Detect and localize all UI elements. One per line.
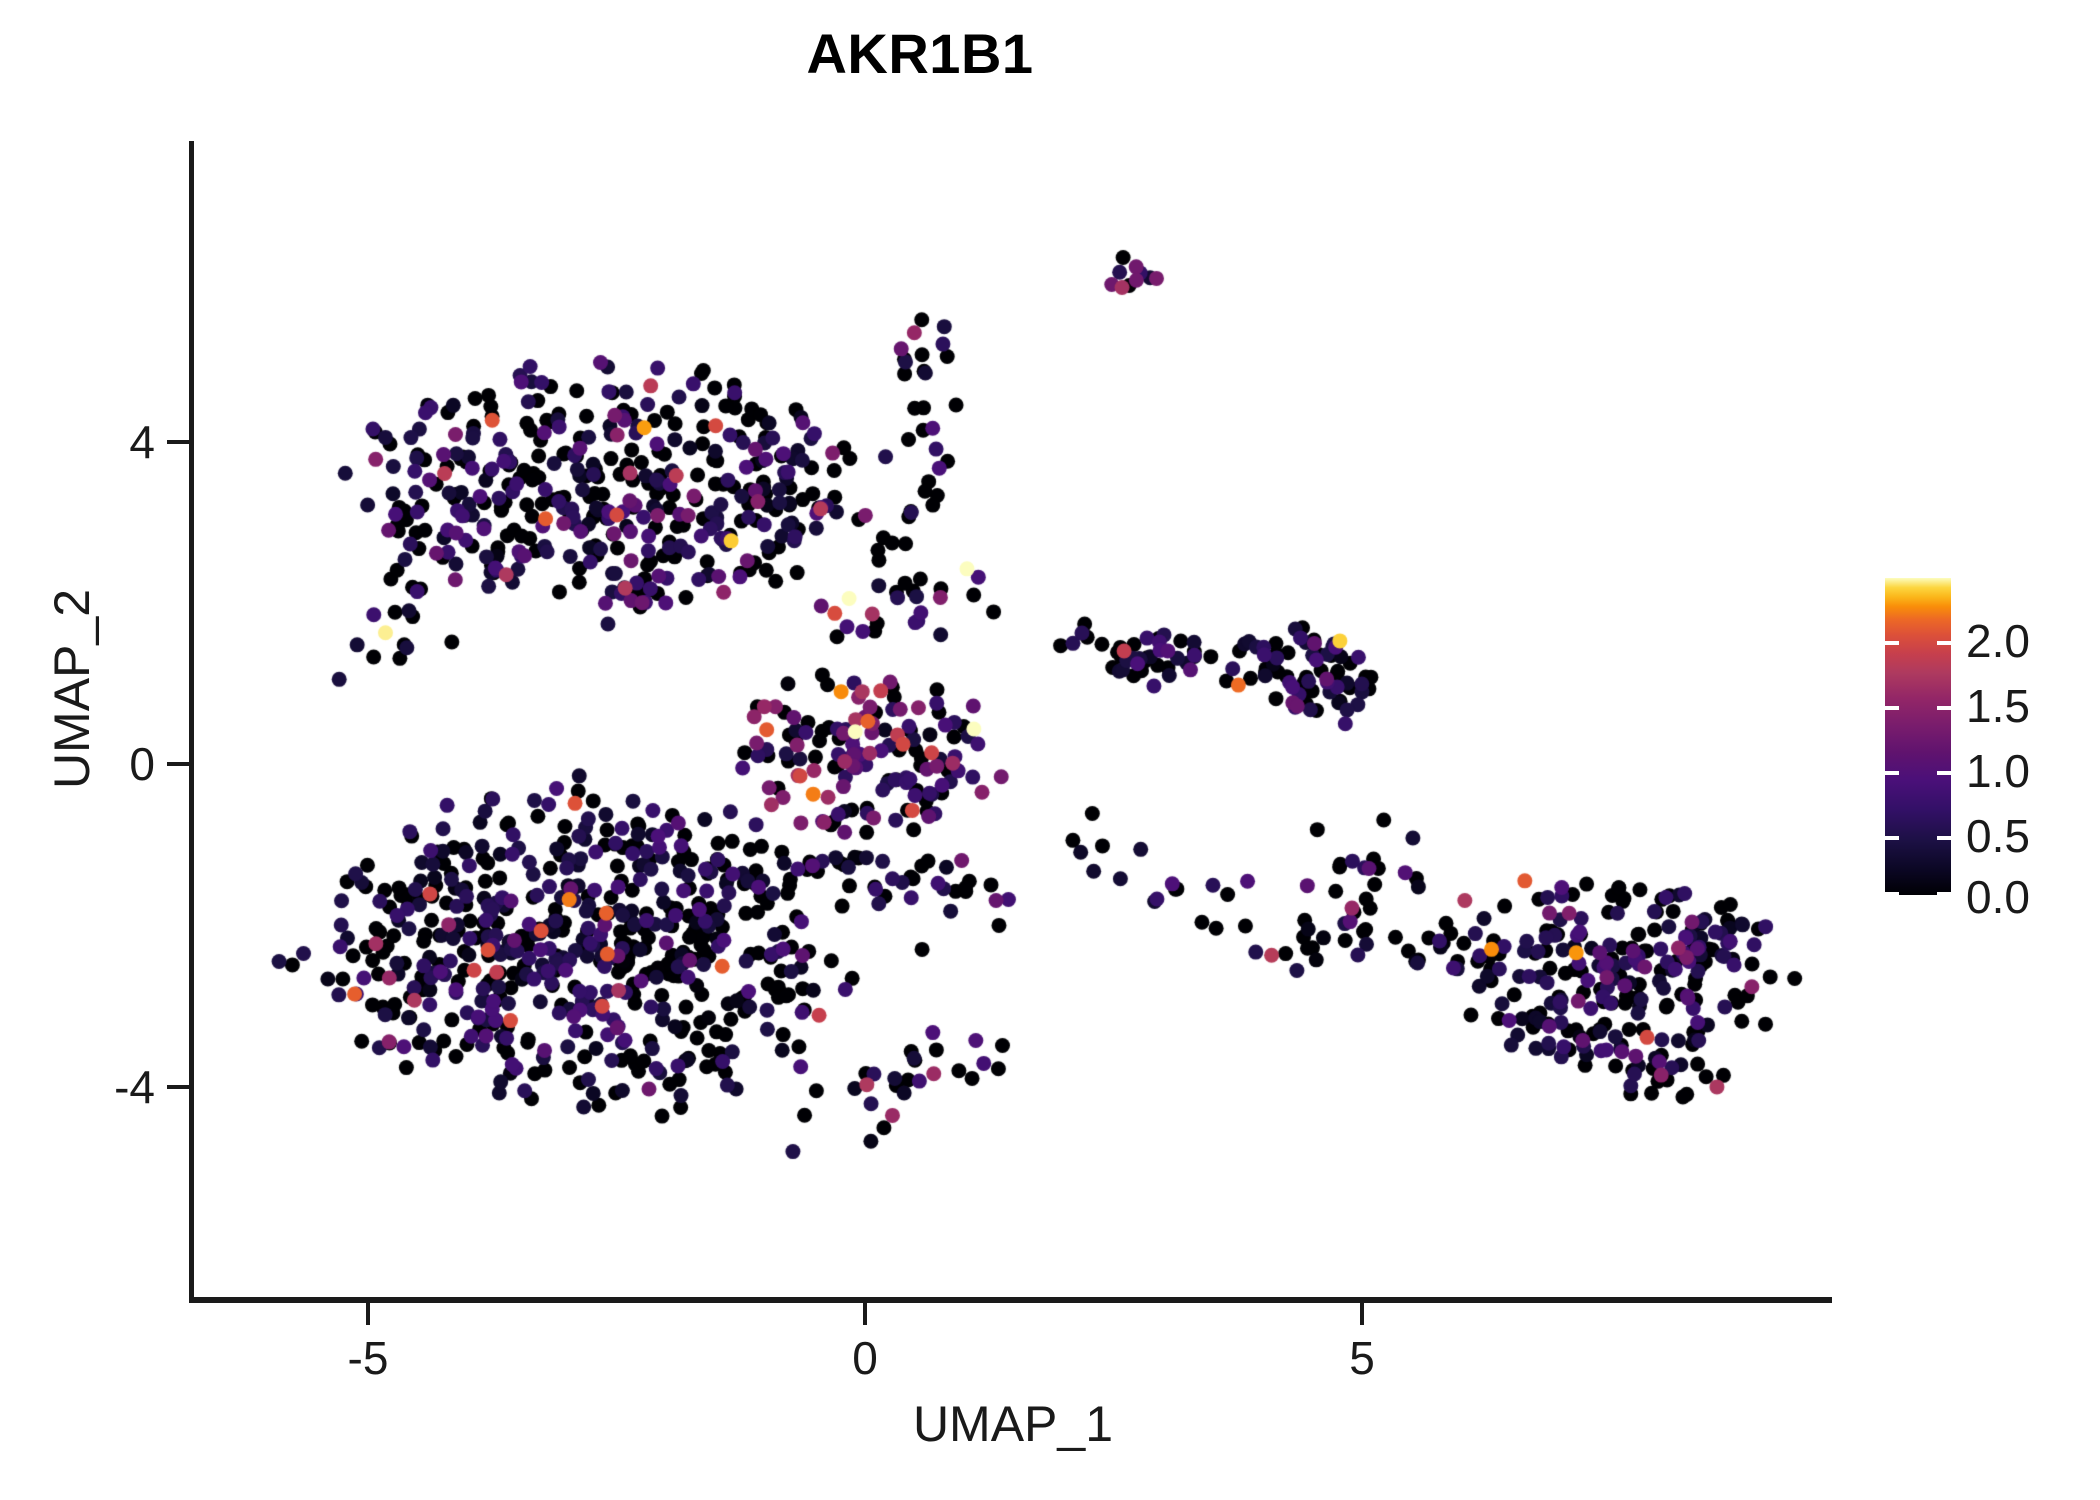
scatter-points-layer bbox=[194, 141, 1832, 1300]
x-tick-mark-2 bbox=[1360, 1303, 1364, 1325]
x-tick-label-0: -5 bbox=[347, 1332, 389, 1384]
y-tick-mark-0 bbox=[167, 440, 189, 444]
x-tick-mark-1 bbox=[863, 1303, 867, 1325]
colorbar-label-3: 0.5 bbox=[1966, 810, 2030, 862]
colorbar-label-2: 1.0 bbox=[1966, 745, 2030, 797]
y-axis-line bbox=[189, 141, 194, 1303]
colorbar-tick-left-0.0 bbox=[1885, 892, 1899, 896]
colorbar-tick-right-1.5 bbox=[1937, 706, 1951, 710]
page-title: AKR1B1 bbox=[806, 22, 1034, 85]
colorbar-tick-right-0.0 bbox=[1937, 892, 1951, 896]
y-tick-mark-1 bbox=[167, 762, 189, 766]
colorbar-tick-left-2.0 bbox=[1885, 641, 1899, 645]
colorbar-tick-right-1.0 bbox=[1937, 771, 1951, 775]
color-legend: 2.0 1.5 1.0 0.5 0.0 bbox=[1880, 570, 2080, 922]
x-axis-line bbox=[189, 1297, 1832, 1303]
colorbar-label-4: 0.0 bbox=[1966, 871, 2030, 923]
y-tick-label-1: 0 bbox=[129, 738, 155, 790]
x-tick-label-2: 5 bbox=[1349, 1332, 1375, 1384]
colorbar-tick-right-2.0 bbox=[1937, 641, 1951, 645]
scatter-plot-panel bbox=[194, 141, 1832, 1300]
y-tick-label-0: 4 bbox=[129, 416, 155, 468]
y-tick-label-2: -4 bbox=[114, 1061, 155, 1113]
colorbar-label-1: 1.5 bbox=[1966, 680, 2030, 732]
colorbar-tick-left-1.5 bbox=[1885, 706, 1899, 710]
colorbar-tick-left-0.5 bbox=[1885, 836, 1899, 840]
colorbar-tick-left-1.0 bbox=[1885, 771, 1899, 775]
y-axis-title: UMAP_2 bbox=[44, 588, 100, 790]
colorbar-gradient bbox=[1885, 578, 1951, 895]
colorbar-tick-right-0.5 bbox=[1937, 836, 1951, 840]
colorbar-label-0: 2.0 bbox=[1966, 615, 2030, 667]
y-tick-mark-2 bbox=[167, 1085, 189, 1089]
x-tick-mark-0 bbox=[366, 1303, 370, 1325]
x-axis-title: UMAP_1 bbox=[912, 1396, 1114, 1452]
x-tick-label-1: 0 bbox=[852, 1332, 878, 1384]
